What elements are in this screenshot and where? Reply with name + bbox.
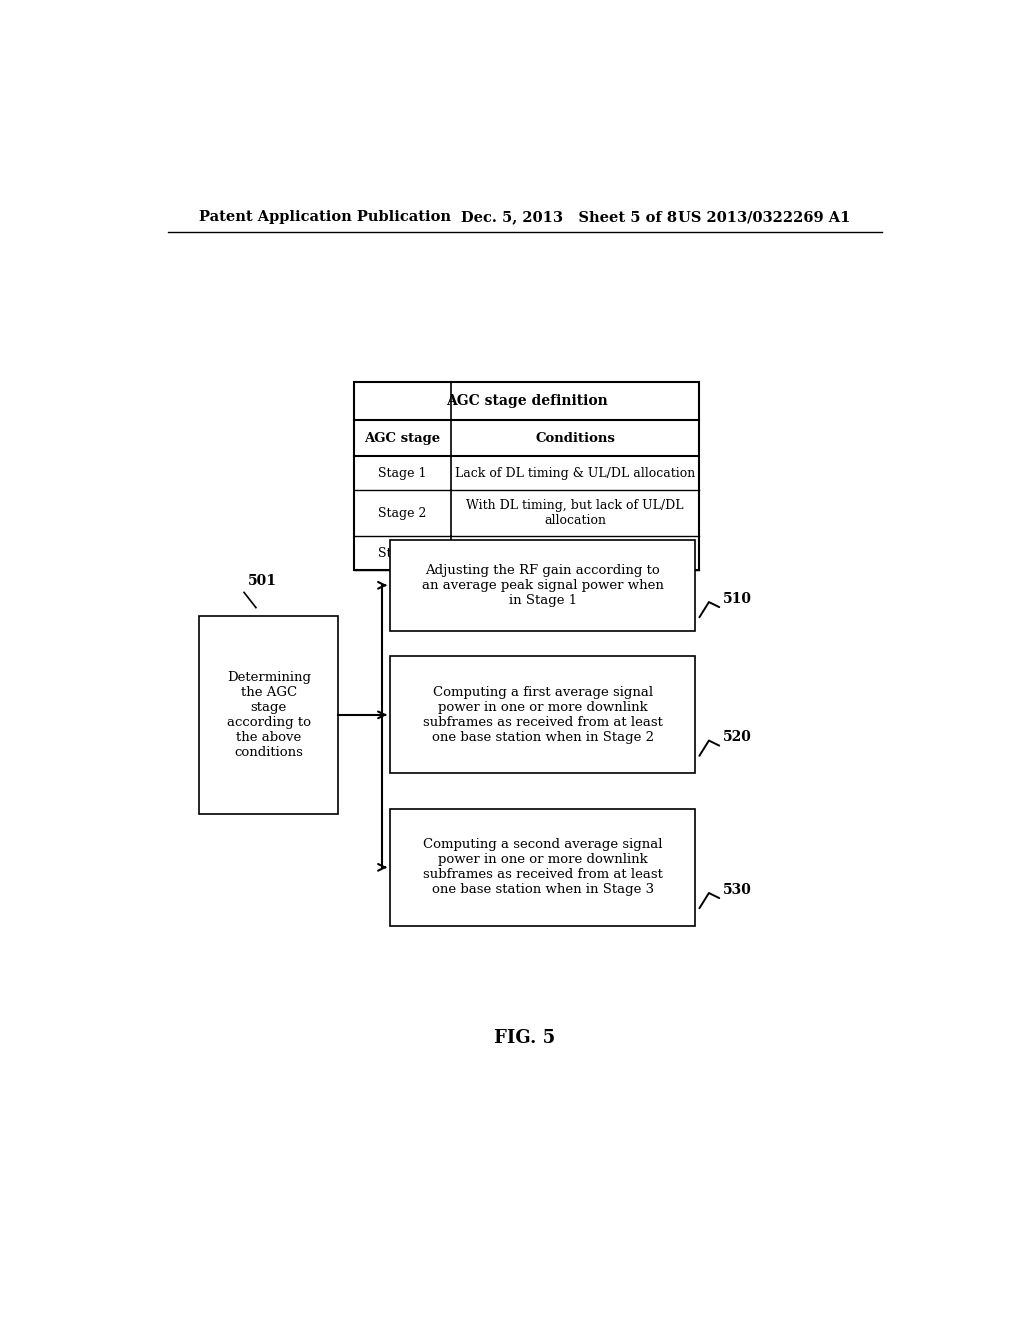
Text: Stage 2: Stage 2 [378, 507, 427, 520]
Text: Determining
the AGC
stage
according to
the above
conditions: Determining the AGC stage according to t… [227, 671, 311, 759]
Text: Lack of DL timing & UL/DL allocation: Lack of DL timing & UL/DL allocation [455, 467, 695, 479]
Text: Computing a second average signal
power in one or more downlink
subframes as rec: Computing a second average signal power … [423, 838, 663, 896]
Text: With DL timing & UL/DL allocation: With DL timing & UL/DL allocation [464, 546, 687, 560]
Text: 501: 501 [248, 574, 278, 589]
Text: AGC stage definition: AGC stage definition [445, 395, 607, 408]
Text: Dec. 5, 2013   Sheet 5 of 8: Dec. 5, 2013 Sheet 5 of 8 [461, 210, 677, 224]
Text: Patent Application Publication: Patent Application Publication [200, 210, 452, 224]
Text: Conditions: Conditions [536, 432, 615, 445]
Text: Stage 1: Stage 1 [378, 467, 427, 479]
Text: Stage 3: Stage 3 [378, 546, 427, 560]
Bar [390, 809, 695, 925]
Text: AGC stage: AGC stage [365, 432, 440, 445]
Bar [390, 656, 695, 774]
Bar [200, 615, 338, 814]
Text: 530: 530 [723, 883, 752, 898]
Text: 520: 520 [723, 730, 752, 744]
Text: 510: 510 [723, 591, 753, 606]
Bar [354, 381, 699, 570]
Text: With DL timing, but lack of UL/DL
allocation: With DL timing, but lack of UL/DL alloca… [466, 499, 684, 527]
Text: FIG. 5: FIG. 5 [495, 1028, 555, 1047]
Text: US 2013/0322269 A1: US 2013/0322269 A1 [678, 210, 850, 224]
Text: Adjusting the RF gain according to
an average peak signal power when
in Stage 1: Adjusting the RF gain according to an av… [422, 564, 664, 607]
Text: Computing a first average signal
power in one or more downlink
subframes as rece: Computing a first average signal power i… [423, 686, 663, 744]
Bar [390, 540, 695, 631]
